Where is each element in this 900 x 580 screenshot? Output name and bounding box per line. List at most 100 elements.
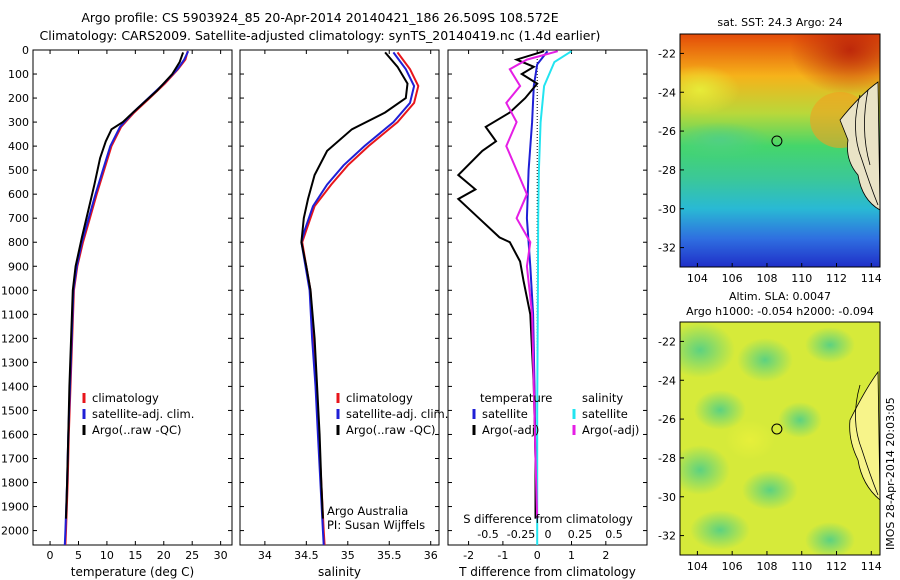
series-black — [300, 51, 409, 519]
side-timestamp: IMOS 28-Apr-2014 20:03:05 — [884, 397, 897, 550]
map-x-tick-label: 106 — [722, 272, 743, 285]
series-black — [65, 52, 185, 519]
map-x-tick-label: 112 — [826, 560, 847, 573]
sla-map-axes: 104 106 108 110 112 114 -22 -24 -26 -28 -30 -32 Alti… — [658, 290, 882, 573]
map-y-tick-label: -32 — [658, 530, 676, 543]
series-blue — [63, 50, 190, 546]
legend-label: climatology — [92, 391, 159, 405]
x-tick-label: 0 — [534, 549, 541, 562]
map-y-tick-label: -28 — [658, 452, 676, 465]
x-tick-label: 35 — [341, 549, 355, 562]
y-tick-label: 1100 — [1, 308, 29, 321]
series-cyan — [536, 50, 573, 545]
y-tick-label: 1900 — [1, 501, 29, 514]
legend-label: satellite — [482, 407, 528, 421]
legend-label: climatology — [346, 391, 413, 405]
sst-map-frame — [679, 33, 881, 268]
x-axis-label: salinity — [318, 565, 361, 579]
y-tick-label: 700 — [8, 212, 29, 225]
y-tick-label: 600 — [8, 188, 29, 201]
map-y-tick-label: -26 — [658, 413, 676, 426]
x-tick-label: 10 — [100, 549, 114, 562]
y-tick-label: 100 — [8, 68, 29, 81]
y-tick-label: 1000 — [1, 284, 29, 297]
x-axis-label: temperature (deg C) — [71, 565, 194, 579]
y-tick-label: 400 — [8, 140, 29, 153]
legend-label: Argo(..raw -QC) — [92, 423, 182, 437]
salinity-panel — [239, 49, 440, 546]
map-x-tick-label: 114 — [861, 272, 882, 285]
x-tick-label: -1 — [497, 549, 508, 562]
map-x-tick-label: 108 — [756, 272, 777, 285]
series-blue — [300, 51, 416, 546]
sla-map-subtitle: Argo h1000: -0.054 h2000: -0.094 — [686, 305, 874, 318]
map-x-tick-label: 114 — [861, 560, 882, 573]
y-tick-label: 1500 — [1, 404, 29, 417]
x-tick-label: 15 — [128, 549, 142, 562]
argo-position-marker — [771, 423, 783, 435]
sla-map — [680, 322, 880, 555]
sst-map — [680, 34, 880, 267]
salinity-plot: 34 34.5 35 35.5 36 salinity climatology satelli… — [240, 49, 448, 579]
y-tick-label: 900 — [8, 260, 29, 273]
x-tick-label: 30 — [214, 549, 228, 562]
x-tick-label: 34 — [258, 549, 272, 562]
map-x-tick-label: 110 — [791, 560, 812, 573]
y-tick-label: 300 — [8, 116, 29, 129]
map-y-tick-label: -26 — [658, 125, 676, 138]
top-tick-label: -0.25 — [507, 528, 535, 541]
y-tick-label: 1400 — [1, 380, 29, 393]
temperature-panel — [32, 49, 233, 546]
figure-title-line2: Climatology: CARS2009. Satellite-adjuste… — [40, 28, 601, 43]
top-tick-label: -0.5 — [477, 528, 498, 541]
map-x-tick-label: 104 — [687, 272, 708, 285]
legend-label: Argo(-adj) — [582, 423, 639, 437]
legend-label: Argo(..raw -QC) — [346, 423, 436, 437]
temperature-plot: 0 5 10 15 20 25 300100200300400500600700800900… — [1, 44, 232, 579]
map-x-tick-label: 106 — [722, 560, 743, 573]
y-tick-label: 1600 — [1, 428, 29, 441]
map-y-tick-label: -28 — [658, 164, 676, 177]
series-black — [456, 50, 545, 519]
series-red — [64, 50, 189, 546]
figure-title-line1: Argo profile: CS 5903924_85 20-Apr-2014 … — [81, 10, 558, 25]
x-tick-label: 20 — [157, 549, 171, 562]
y-tick-label: 1800 — [1, 477, 29, 490]
top-tick-label: 0 — [545, 528, 552, 541]
y-tick-label: 500 — [8, 164, 29, 177]
y-tick-label: 1700 — [1, 452, 29, 465]
series-magenta — [505, 50, 559, 519]
sla-map-title: Altim. SLA: 0.0047 — [729, 290, 831, 303]
top-axis-label: S difference from climatology — [463, 512, 633, 526]
x-tick-label: 0 — [47, 549, 54, 562]
argo-position-marker — [771, 135, 783, 147]
map-y-tick-label: -24 — [658, 86, 676, 99]
salinity-annotation-line: PI: Susan Wijffels — [327, 518, 425, 532]
x-tick-label: 36 — [424, 549, 438, 562]
y-tick-label: 1300 — [1, 356, 29, 369]
y-tick-label: 1200 — [1, 332, 29, 345]
map-x-tick-label: 108 — [756, 560, 777, 573]
legend-title-temperature: temperature — [480, 391, 552, 405]
sst-map-axes: 104 106 108 110 112 114 -22 -24 -26 -28 -30 -32 sat.… — [658, 16, 882, 285]
map-y-tick-label: -32 — [658, 242, 676, 255]
legend-label: Argo(-adj) — [482, 423, 539, 437]
y-tick-label: 0 — [22, 44, 29, 57]
x-tick-label: 34.5 — [294, 549, 319, 562]
map-x-tick-label: 110 — [791, 272, 812, 285]
x-tick-label: 5 — [75, 549, 82, 562]
x-tick-label: 2 — [602, 549, 609, 562]
sst-map-title: sat. SST: 24.3 Argo: 24 — [717, 16, 842, 29]
difference-plot: -2 -1 0 1 2 T difference from climatology temp… — [448, 49, 647, 579]
legend-title-salinity: salinity — [582, 391, 623, 405]
map-y-tick-label: -22 — [658, 47, 676, 60]
map-y-tick-label: -22 — [658, 335, 676, 348]
y-tick-label: 800 — [8, 236, 29, 249]
top-tick-label: 0.25 — [568, 528, 593, 541]
legend-label: satellite-adj. clim. — [92, 407, 194, 421]
x-axis-label: T difference from climatology — [458, 565, 636, 579]
legend-label: satellite — [582, 407, 628, 421]
x-tick-label: -2 — [463, 549, 474, 562]
x-tick-label: 25 — [185, 549, 199, 562]
